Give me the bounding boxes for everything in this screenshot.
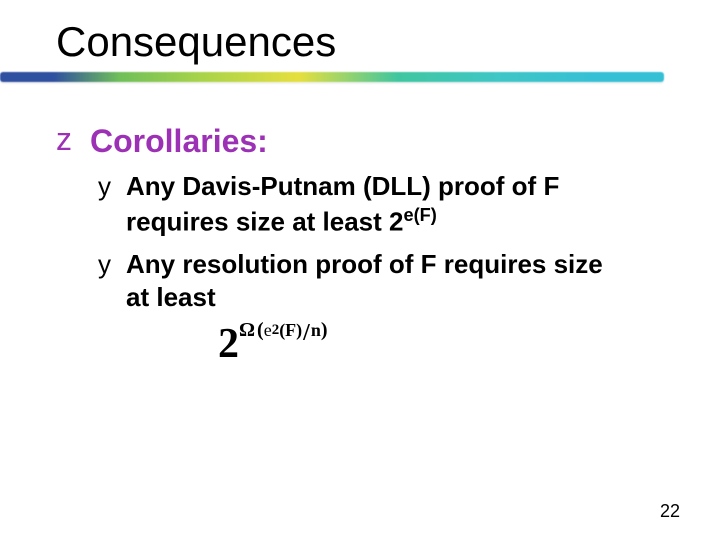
page-number: 22: [660, 501, 680, 522]
sub-bullets: y Any Davis-Putnam (DLL) proof of F requ…: [98, 170, 680, 365]
title-rule: [0, 72, 720, 94]
formula-base: 2: [218, 323, 239, 365]
text-frag: requires size: [437, 249, 603, 279]
text-frag: Any resolution proof of: [126, 249, 421, 279]
slide-title: Consequences: [56, 18, 680, 66]
text-frag: Any Davis-Putnam (DLL) proof of: [126, 171, 543, 201]
slide: Consequences z Corollaries: y Any Davis-…: [0, 0, 720, 540]
e-term: e: [264, 321, 272, 339]
variable-F: F: [543, 171, 559, 201]
bullet-text: Any Davis-Putnam (DLL) proof of F requir…: [126, 170, 559, 239]
list-item: y Any resolution proof of F requires siz…: [98, 248, 680, 316]
text-frag: requires size at least: [126, 207, 389, 237]
paren-open: (: [257, 320, 264, 340]
sub-bullet-icon: y: [98, 170, 126, 203]
variable-F: F: [421, 249, 437, 279]
slash: /: [303, 321, 310, 345]
sub-bullet-icon: y: [98, 248, 126, 281]
expr-superscript: e(F): [404, 205, 437, 225]
omega-symbol: Ω: [239, 320, 255, 340]
list-item: y Any Davis-Putnam (DLL) proof of F requ…: [98, 170, 680, 239]
gradient-rule: [0, 72, 664, 82]
paren-close: ): [321, 320, 328, 340]
heading-text: Corollaries:: [90, 122, 268, 160]
n-term: n: [311, 321, 321, 339]
arg-F: (F): [279, 321, 302, 339]
formula-exponent: Ω(e2(F)/n): [239, 318, 328, 342]
expr-base: 2: [389, 207, 403, 237]
bullet-text: Any resolution proof of F requires size …: [126, 248, 603, 316]
heading-item: z Corollaries:: [56, 122, 680, 160]
exp-2: 2: [272, 323, 280, 338]
formula: 2 Ω(e2(F)/n): [218, 323, 680, 365]
text-frag: at least: [126, 282, 216, 312]
heading-bullet-icon: z: [56, 122, 86, 157]
